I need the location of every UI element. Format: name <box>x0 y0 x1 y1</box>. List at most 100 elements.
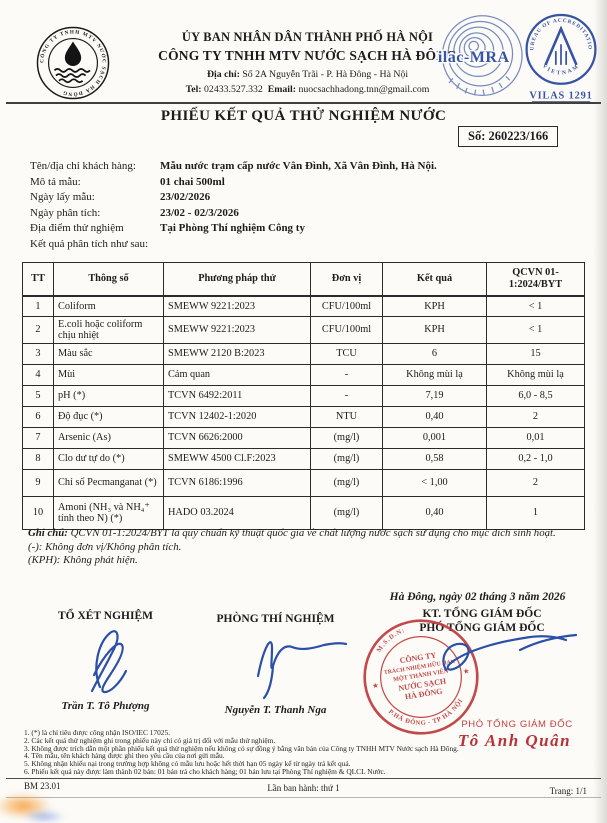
table-row: 8 Clo dư tự do (*) SMEWW 4500 Cl.F:2023 … <box>22 447 585 470</box>
footnote: 6. Phiếu kết quả này được làm thành 02 b… <box>24 766 386 776</box>
note-kph: (KPH): Không phát hiện. <box>28 554 138 567</box>
sig-title-director-line2: PHÓ TỔNG GIÁM ĐỐC <box>419 622 545 634</box>
water-drop-icon <box>64 41 82 66</box>
email-label: Email: <box>267 84 297 95</box>
tel-label: Tel: <box>185 84 202 95</box>
col-header-method: Phương pháp thử <box>163 262 311 297</box>
email-value: nuocsachhadong.tnn@gmail.com <box>298 84 430 95</box>
table-row: 4 Mùi Cảm quan - Không mùi lạ Không mùi … <box>22 363 585 386</box>
signer-name-test-team: Trần T. Tô Phượng <box>61 700 150 712</box>
sig-title-director: KT. TỔNG GIÁM ĐỐC PHÓ TỔNG GIÁM ĐỐC <box>372 607 592 635</box>
info-row-sampling-date: Ngày lấy mẫu: 23/02/2026 <box>30 190 590 206</box>
table-cell: 7,19 <box>382 384 487 407</box>
table-cell: TCVN 6492:2011 <box>163 384 311 407</box>
org-address: Địa chỉ: Số 2A Nguyễn Trãi - P. Hà Đông … <box>140 69 475 80</box>
vilas-stamp: BUREAU OF ACCREDITATION VIETNAM VILAS 12… <box>518 8 597 103</box>
tel-value: 02433.527.332 <box>204 84 263 95</box>
stamped-director-title: PHÓ TỔNG GIÁM ĐỐC <box>461 719 573 730</box>
results-table: TT Thông số Phương pháp thử Đơn vị Kết q… <box>22 262 585 530</box>
waves-icon <box>53 68 91 84</box>
sig-title-laboratory: PHÒNG THÍ NGHIỆM <box>216 613 335 625</box>
info-label: Ngày phân tích: <box>30 206 101 219</box>
ilac-mra-stamp: ilac-MRA <box>436 15 523 96</box>
info-label: Tên/địa chỉ khách hàng: <box>30 160 136 172</box>
table-cell: 0,40 <box>382 495 487 530</box>
info-label: Địa điểm thử nghiệm <box>30 222 124 235</box>
header-divider <box>6 102 601 104</box>
table-cell: Chỉ số Pecmanganat (*) <box>53 468 164 497</box>
note-dash: (-): Không đơn vị/Không phân tích. <box>28 540 182 553</box>
table-cell: < 1,00 <box>382 468 487 497</box>
info-value: 01 chai 500ml <box>160 175 225 188</box>
table-row: 2 E.coli hoặc coliform chịu nhiệt SMEWW … <box>22 315 585 344</box>
table-cell: 6,0 - 8,5 <box>486 384 585 407</box>
page-title: PHIẾU KẾT QUẢ THỬ NGHIỆM NƯỚC <box>160 108 447 124</box>
accreditation-peak-icon <box>544 25 578 66</box>
address-value: Số 2A Nguyễn Trãi - P. Hà Đông - Hà Nội <box>242 69 409 80</box>
table-cell: 4 <box>22 363 54 386</box>
col-header-result: Kết quả <box>382 262 487 297</box>
signature-director <box>442 633 578 672</box>
footnote: 2. Các kết quả thử nghiệm ghi trong phiế… <box>24 735 276 745</box>
table-cell: - <box>310 384 383 407</box>
signature-test-team <box>90 630 128 694</box>
note-text: QCVN 01-1:2024/BYT là quy chuẩn kỹ thuật… <box>67 527 556 539</box>
table-cell: SMEWW 4500 Cl.F:2023 <box>163 447 311 470</box>
stamped-director-name: Tô Anh Quân <box>457 731 572 750</box>
footnote: 1. (*) là chỉ tiêu được công nhận ISO/IE… <box>24 728 171 737</box>
table-cell: (mg/l) <box>310 495 383 530</box>
table-row: 10 Amoni (NH₃ và NH₄⁺ tính theo N) (*) H… <box>22 495 585 530</box>
table-cell: TCVN 6626:2000 <box>163 426 311 449</box>
sig-title-test-team: TỔ XÉT NGHIỆM <box>58 610 153 622</box>
info-label: Mô tả mẫu: <box>30 175 81 188</box>
table-cell: 1 <box>486 495 585 530</box>
table-cell: CFU/100ml <box>310 315 383 344</box>
table-cell: CFU/100ml <box>310 295 383 317</box>
info-value: Mẫu nước trạm cấp nước Vân Đình, Xã Vân … <box>160 160 437 172</box>
info-label: Ngày lấy mẫu: <box>30 191 95 204</box>
table-cell: NTU <box>310 405 383 428</box>
table-cell: 0,2 - 1,0 <box>486 447 585 470</box>
footnote: 3. Không được trích dẫn một phần phiếu k… <box>24 743 459 753</box>
table-cell: (mg/l) <box>310 426 383 449</box>
ilac-mra-text: ilac-MRA <box>438 49 510 66</box>
table-row: 1 Coliform SMEWW 9221:2023 CFU/100ml KPH… <box>22 295 585 317</box>
table-cell: SMEWW 2120 B:2023 <box>163 342 311 365</box>
col-header-unit: Đơn vị <box>310 262 383 297</box>
info-value: 23/02/2026 <box>160 191 211 204</box>
info-label: Kết quả phân tích như sau: <box>30 237 149 250</box>
footnote: 5. Không nhận khiếu nại trong trường hợp… <box>24 759 351 769</box>
col-header-parameter: Thông số <box>53 262 164 297</box>
org-contact: Tel: 02433.527.332 Email: nuocsachhadong… <box>140 84 475 95</box>
org-name-parent: ỦY BAN NHÂN DÂN THÀNH PHỐ HÀ NỘI <box>181 30 434 44</box>
table-cell: Arsenic (As) <box>53 426 164 449</box>
table-cell: 15 <box>486 342 585 365</box>
note-label: Ghi chú: <box>28 527 68 539</box>
footnote: 4. Tên mẫu, tên khách hàng được ghi theo… <box>24 751 225 761</box>
footer-page: Trang: 1/1 <box>549 786 587 796</box>
scan-edge-shadow <box>593 0 607 823</box>
table-cell: Màu sắc <box>53 342 164 365</box>
vilas-number: VILAS 1291 <box>529 90 592 101</box>
footer-divider <box>6 778 601 779</box>
notes-block: Ghi chú: QCVN 01-1:2024/BYT là quy chuẩn… <box>28 527 580 568</box>
company-logo: CÔNG TY TNHH MTV NƯỚC SẠCH HÀ ĐÔNG <box>36 26 110 100</box>
table-cell: Amoni (NH₃ và NH₄⁺ tính theo N) (*) <box>53 495 164 530</box>
table-cell: KPH <box>382 295 487 317</box>
document-number: Số: 260223/166 <box>458 126 559 147</box>
stamp-star-right: ★ <box>462 666 470 676</box>
info-value: Tại Phòng Thí nghiệm Công ty <box>160 222 305 235</box>
col-header-qcvn: QCVN 01-1:2024/BYT <box>486 262 585 297</box>
footer-form-code: BM 23.01 <box>24 781 61 791</box>
note-ghi-chu: Ghi chú: QCVN 01-1:2024/BYT là quy chuẩn… <box>28 527 580 541</box>
sample-info: Tên/địa chỉ khách hàng: Mẫu nước trạm cấ… <box>30 159 590 253</box>
info-row-analysis-date: Ngày phân tích: 23/02 - 02/3/2026 <box>30 206 590 222</box>
table-cell: TCU <box>310 342 383 365</box>
table-cell: 2 <box>22 315 54 344</box>
table-cell: SMEWW 9221:2023 <box>163 315 311 344</box>
table-row: 5 pH (*) TCVN 6492:2011 - 7,19 6,0 - 8,5 <box>22 384 585 407</box>
col-header-tt: TT <box>22 262 54 297</box>
table-cell: 0,001 <box>382 426 487 449</box>
table-cell: 6 <box>22 405 54 428</box>
